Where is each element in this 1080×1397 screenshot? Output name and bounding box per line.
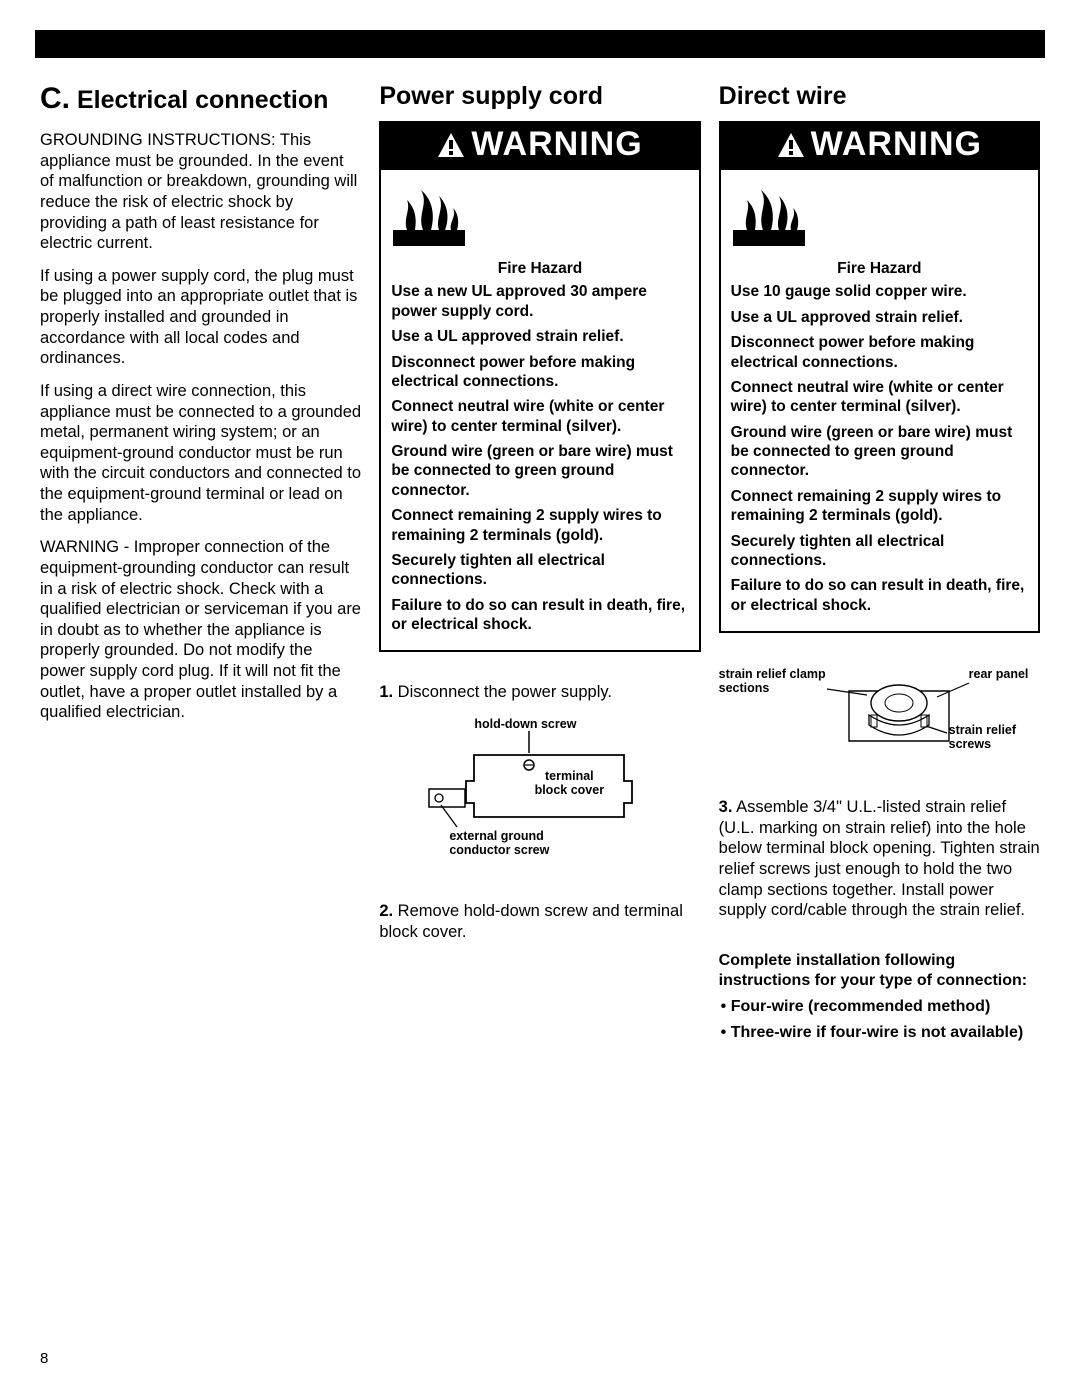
warning-label: WARNING [471,125,642,164]
alert-triangle-icon [777,132,805,158]
warn-line: Ground wire (green or bare wire) must be… [731,423,1028,481]
step-text: Disconnect the power supply. [393,683,612,701]
column-1: C. Electrical connection GROUNDING INSTR… [40,82,361,1049]
warning-box-direct-wire: WARNING Fire Hazard Use 10 gauge solid c… [719,121,1040,633]
warn-line: Use a UL approved strain relief. [391,327,688,346]
fire-hazard-title: Fire Hazard [731,259,1028,278]
warn-line: Failure to do so can result in death, fi… [731,576,1028,615]
warn-line: Use a new UL approved 30 ampere power su… [391,282,688,321]
warn-line: Connect neutral wire (white or center wi… [391,397,688,436]
step-1: 1. Disconnect the power supply. [379,682,700,703]
step-number: 3. [719,798,733,816]
column-2: Power supply cord WARNING [379,82,700,1049]
step-2: 2. Remove hold-down screw and terminal b… [379,901,700,942]
fire-hazard-title: Fire Hazard [391,259,688,278]
label-text: terminal block cover [534,769,604,798]
section-title: Electrical connection [77,86,328,114]
step-text: Assemble 3/4" U.L.-listed strain relief … [719,798,1040,919]
fire-icon [389,178,469,250]
warn-line: Ground wire (green or bare wire) must be… [391,442,688,500]
strain-relief-svg [719,663,1039,773]
page-content: C. Electrical connection GROUNDING INSTR… [40,82,1040,1049]
step-3: 3. Assemble 3/4" U.L.-listed strain reli… [719,797,1040,921]
warn-line: Securely tighten all electrical connecti… [731,532,1028,571]
warning-body: Fire Hazard Use 10 gauge solid copper wi… [721,255,1038,631]
warning-header: WARNING [381,123,698,170]
section-heading: C. Electrical connection [40,82,361,116]
warn-line: Use a UL approved strain relief. [731,308,1028,327]
label-external-ground: external ground conductor screw [449,829,579,858]
bullet-four-wire: • Four-wire (recommended method) [719,997,1040,1017]
column-3: Direct wire WARNING [719,82,1040,1049]
warn-line: Disconnect power before making electrica… [731,333,1028,372]
body-paragraph: WARNING - Improper connection of the equ… [40,537,361,723]
alert-triangle-icon [437,132,465,158]
label-terminal-block-cover: terminal block cover [534,769,604,798]
top-black-bar [35,30,1045,58]
body-paragraph: If using a power supply cord, the plug m… [40,266,361,369]
fire-icon-wrap [381,170,698,255]
step-number: 1. [379,683,393,701]
fire-icon-wrap [721,170,1038,255]
warn-line: Connect remaining 2 supply wires to rema… [731,487,1028,526]
warning-header: WARNING [721,123,1038,170]
warning-box-power-cord: WARNING Fire Hazard Use a new UL approve… [379,121,700,652]
page-number: 8 [40,1350,48,1367]
complete-instructions: Complete installation following instruct… [719,951,1040,1043]
strain-relief-diagram: strain relief clamp sections rear panel … [719,663,1040,773]
warning-label: WARNING [811,125,982,164]
fire-icon [729,178,809,250]
complete-intro: Complete installation following instruct… [719,951,1040,991]
col2-heading: Power supply cord [379,82,700,111]
terminal-block-diagram: hold-down screw terminal block cover ext… [379,717,700,877]
col3-heading: Direct wire [719,82,1040,111]
warn-line: Connect neutral wire (white or center wi… [731,378,1028,417]
bullet-three-wire: • Three-wire if four-wire is not availab… [719,1023,1040,1043]
warn-line: Use 10 gauge solid copper wire. [731,282,1028,301]
step-number: 2. [379,902,393,920]
warn-line: Connect remaining 2 supply wires to rema… [391,506,688,545]
body-paragraph: GROUNDING INSTRUCTIONS: This appliance m… [40,130,361,254]
warning-body: Fire Hazard Use a new UL approved 30 amp… [381,255,698,650]
warn-line: Failure to do so can result in death, fi… [391,596,688,635]
section-letter: C. [40,82,70,115]
warn-line: Securely tighten all electrical connecti… [391,551,688,590]
body-paragraph: If using a direct wire connection, this … [40,381,361,525]
warn-line: Disconnect power before making electrica… [391,353,688,392]
step-text: Remove hold-down screw and terminal bloc… [379,902,683,941]
